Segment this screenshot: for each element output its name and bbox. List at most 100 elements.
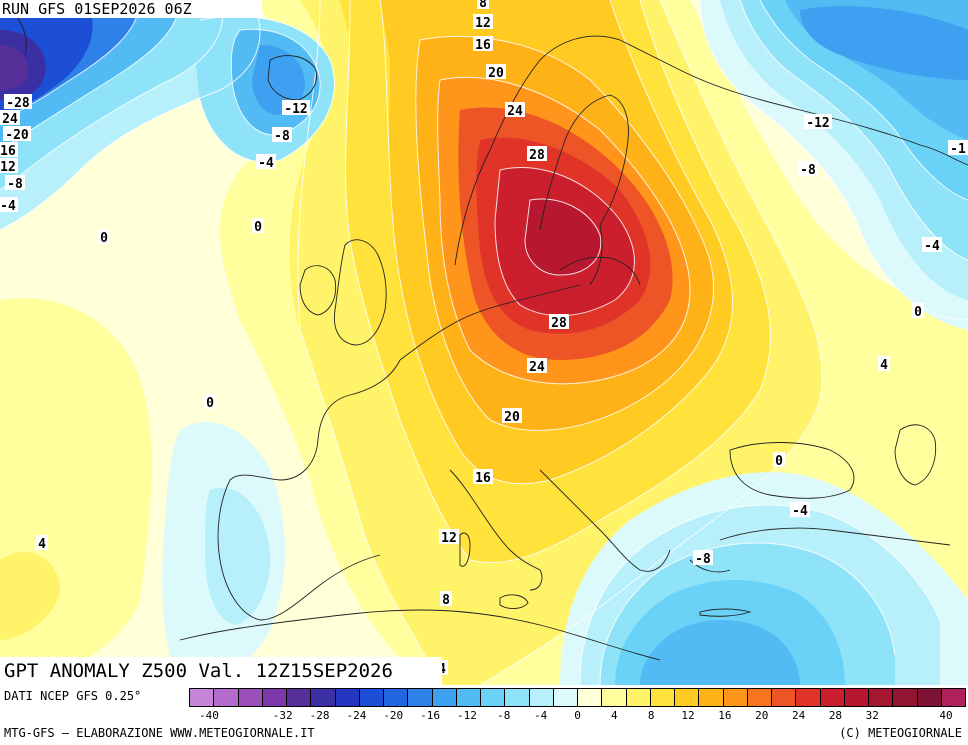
colorbar-swatch bbox=[578, 689, 603, 706]
footer: DATI NCEP GFS 0.25° -40 -32 -28 -24 -20 -16 -1… bbox=[0, 685, 968, 745]
contour-label: -1 bbox=[948, 140, 968, 157]
colorbar-tick-label: -8 bbox=[497, 709, 511, 722]
colorbar-swatch bbox=[384, 689, 409, 706]
svg-text:20: 20 bbox=[504, 410, 520, 425]
colorbar-tick-label: 4 bbox=[611, 709, 618, 722]
svg-text:12: 12 bbox=[441, 531, 457, 546]
svg-text:-8: -8 bbox=[695, 552, 711, 567]
colorbar-swatch bbox=[723, 689, 748, 706]
contour-label: 12 bbox=[473, 14, 493, 31]
svg-text:-8: -8 bbox=[274, 129, 290, 144]
contour-label: 8 bbox=[440, 591, 452, 608]
svg-text:16: 16 bbox=[475, 471, 491, 486]
colorbar-tick-label: -20 bbox=[383, 709, 404, 722]
colorbar-tick-label: 24 bbox=[791, 709, 806, 722]
contour-label: 24 bbox=[527, 358, 547, 375]
colorbar bbox=[189, 688, 966, 707]
contour-label: 0 bbox=[912, 303, 924, 320]
contour-label: 4 bbox=[36, 535, 48, 552]
colorbar-swatch bbox=[553, 689, 578, 706]
colorbar-swatch bbox=[675, 689, 700, 706]
run-label: RUN GFS 01SEP2026 06Z bbox=[0, 0, 262, 18]
colorbar-swatch bbox=[214, 689, 239, 706]
contour-label: 16 bbox=[473, 469, 493, 486]
svg-text:-4: -4 bbox=[258, 156, 274, 171]
svg-text:24: 24 bbox=[2, 112, 18, 127]
contour-label: 20 bbox=[486, 64, 506, 81]
svg-text:24: 24 bbox=[529, 360, 545, 375]
contour-label: -8 bbox=[798, 161, 818, 178]
svg-text:24: 24 bbox=[507, 104, 523, 119]
svg-text:28: 28 bbox=[551, 316, 567, 331]
contour-label: 8 bbox=[477, 0, 489, 11]
colorbar-swatch bbox=[529, 689, 554, 706]
colorbar-swatch bbox=[505, 689, 530, 706]
contour-label: -8 bbox=[5, 175, 25, 192]
colorbar-swatch bbox=[699, 689, 724, 706]
svg-text:28: 28 bbox=[529, 148, 545, 163]
contour-label: 4 bbox=[878, 356, 890, 373]
svg-text:0: 0 bbox=[206, 396, 214, 411]
svg-text:-4: -4 bbox=[792, 504, 808, 519]
svg-text:0: 0 bbox=[254, 220, 262, 235]
contour-label: 28 bbox=[549, 314, 569, 331]
data-source-label: DATI NCEP GFS 0.25° bbox=[4, 689, 142, 703]
anomaly-map: 81216202428282420161284-12-8-40004-2824-… bbox=[0, 0, 968, 685]
contour-label: 24 bbox=[0, 110, 20, 127]
svg-text:12: 12 bbox=[0, 160, 16, 175]
colorbar-swatch bbox=[844, 689, 869, 706]
contour-label: -12 bbox=[804, 114, 832, 131]
contour-label: 24 bbox=[505, 102, 525, 119]
colorbar-swatch bbox=[335, 689, 360, 706]
colorbar-tick-label: 16 bbox=[718, 709, 732, 722]
colorbar-tick-label: 20 bbox=[755, 709, 769, 722]
svg-text:-1: -1 bbox=[950, 142, 966, 157]
colorbar-tick-label: 8 bbox=[647, 709, 655, 722]
svg-text:16: 16 bbox=[475, 38, 491, 53]
svg-text:-28: -28 bbox=[6, 96, 30, 111]
colorbar-swatch bbox=[650, 689, 675, 706]
colorbar-swatch bbox=[456, 689, 481, 706]
svg-text:12: 12 bbox=[475, 16, 491, 31]
colorbar-swatch bbox=[820, 689, 845, 706]
svg-text:-20: -20 bbox=[5, 128, 29, 143]
svg-text:-12: -12 bbox=[806, 116, 829, 131]
colorbar-swatch bbox=[190, 689, 215, 706]
colorbar-tick-label: -24 bbox=[346, 709, 367, 722]
svg-text:8: 8 bbox=[442, 593, 450, 608]
colorbar-swatch bbox=[287, 689, 312, 706]
contour-label: 20 bbox=[502, 408, 522, 425]
colorbar-swatch bbox=[238, 689, 263, 706]
colorbar-tick-label: -40 bbox=[199, 709, 219, 722]
map-title: GPT ANOMALY Z500 Val. 12Z15SEP2026 bbox=[0, 657, 442, 685]
svg-text:20: 20 bbox=[488, 66, 504, 81]
colorbar-swatch bbox=[941, 689, 965, 706]
colorbar-swatch bbox=[432, 689, 457, 706]
svg-text:-12: -12 bbox=[284, 102, 307, 117]
colorbar-tick-label: 32 bbox=[865, 709, 879, 722]
svg-text:0: 0 bbox=[100, 231, 108, 246]
svg-text:0: 0 bbox=[914, 305, 922, 320]
contour-label: -4 bbox=[256, 154, 276, 171]
svg-text:0: 0 bbox=[775, 454, 783, 469]
svg-text:16: 16 bbox=[0, 144, 16, 159]
colorbar-swatch bbox=[408, 689, 433, 706]
producer-label: MTG-GFS — ELABORAZIONE WWW.METEOGIORNALE… bbox=[4, 726, 315, 740]
svg-text:-8: -8 bbox=[800, 163, 816, 178]
colorbar-swatch bbox=[772, 689, 797, 706]
contour-label: 0 bbox=[252, 218, 264, 235]
contour-label: -4 bbox=[0, 197, 18, 214]
colorbar-swatch bbox=[626, 689, 651, 706]
colorbar-swatch bbox=[481, 689, 506, 706]
colorbar-tick-label: -28 bbox=[309, 709, 330, 722]
colorbar-swatch bbox=[602, 689, 627, 706]
colorbar-tick-label: 0 bbox=[574, 709, 581, 722]
contour-label: 12 bbox=[0, 158, 18, 175]
colorbar-tick-label: -32 bbox=[272, 709, 293, 722]
svg-text:4: 4 bbox=[438, 662, 446, 677]
contour-label: 16 bbox=[0, 142, 18, 159]
svg-text:-4: -4 bbox=[0, 199, 16, 214]
svg-text:8: 8 bbox=[479, 0, 487, 11]
contour-label: -8 bbox=[693, 550, 713, 567]
svg-text:-8: -8 bbox=[7, 177, 23, 192]
